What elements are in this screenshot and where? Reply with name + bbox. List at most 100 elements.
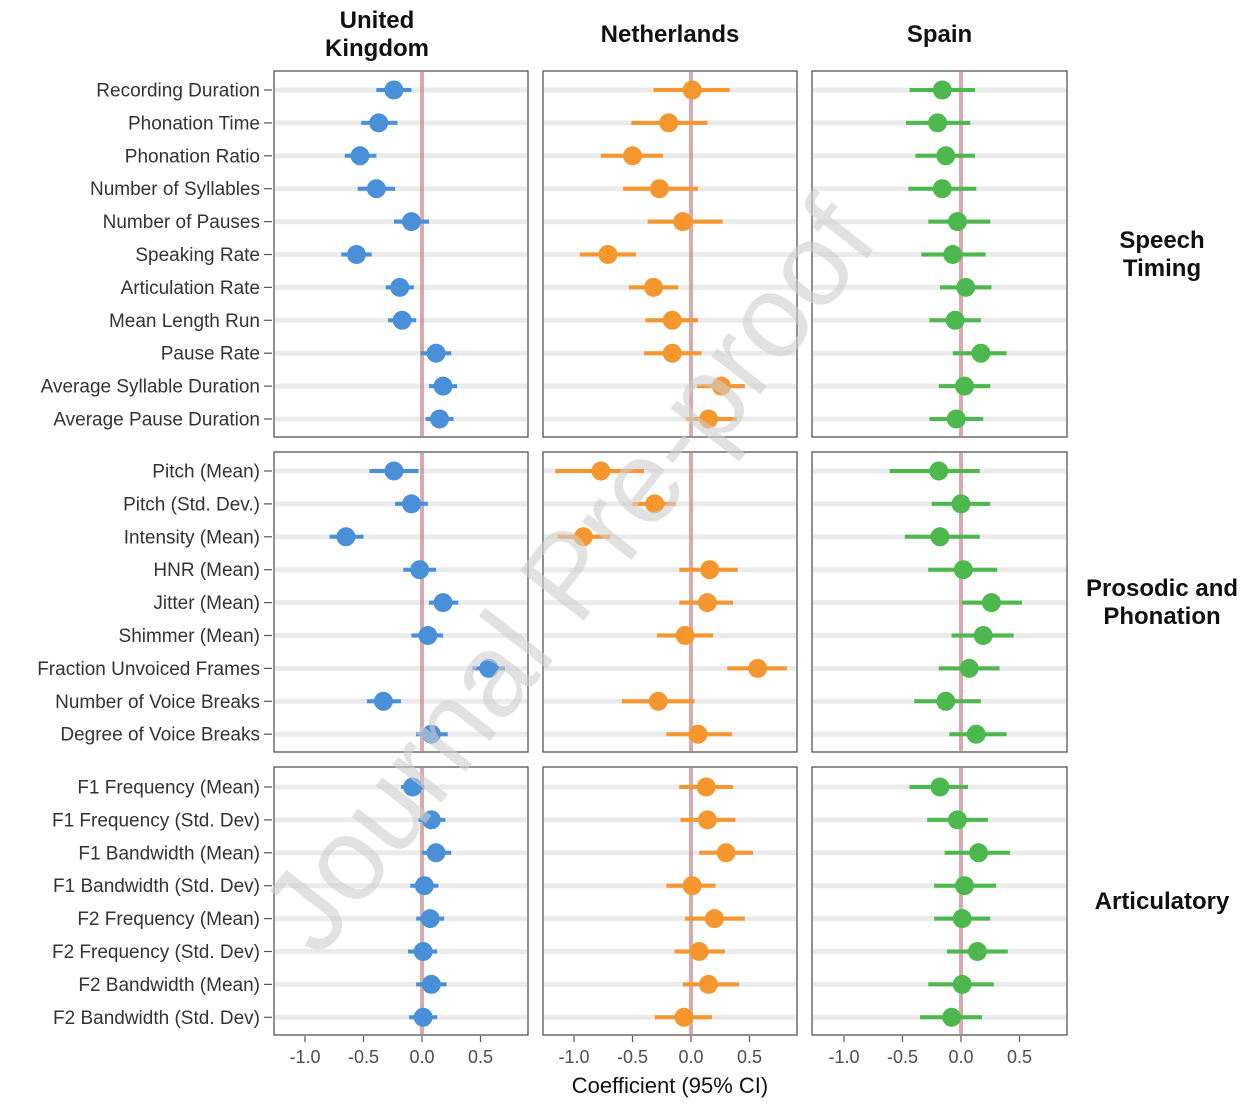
group-label: Prosodic and bbox=[1086, 575, 1238, 602]
estimate-point bbox=[384, 461, 404, 481]
x-tick-label: 0.5 bbox=[737, 1047, 762, 1067]
panel bbox=[273, 766, 529, 1036]
estimate-point bbox=[373, 691, 393, 711]
panel bbox=[542, 70, 798, 438]
estimate-point bbox=[401, 494, 421, 514]
estimate-point bbox=[688, 724, 708, 744]
estimate-point bbox=[930, 777, 950, 797]
row-label: F1 Bandwidth (Mean) bbox=[78, 843, 260, 864]
x-tick-label: -1.0 bbox=[828, 1047, 859, 1067]
estimate-point bbox=[369, 113, 389, 133]
row-label: F2 Frequency (Std. Dev) bbox=[52, 942, 260, 963]
estimate-point bbox=[704, 909, 724, 929]
group-label: Phonation bbox=[1103, 603, 1220, 630]
estimate-point bbox=[716, 843, 736, 863]
estimate-point bbox=[433, 376, 453, 396]
estimate-point bbox=[682, 876, 702, 896]
row-label: Average Syllable Duration bbox=[41, 377, 260, 398]
estimate-point bbox=[662, 310, 682, 330]
estimate-point bbox=[973, 626, 993, 645]
x-tick-label: 0.5 bbox=[1007, 1047, 1032, 1067]
panel bbox=[542, 766, 798, 1036]
estimate-point bbox=[981, 593, 1001, 613]
row-label: F2 Frequency (Mean) bbox=[77, 909, 260, 930]
row-label: Phonation Time bbox=[128, 113, 260, 134]
row-label: Degree of Voice Breaks bbox=[60, 725, 260, 746]
column-title: Spain bbox=[907, 21, 972, 48]
estimate-point bbox=[662, 343, 682, 363]
group-label: Articulatory bbox=[1095, 888, 1230, 915]
estimate-point bbox=[673, 212, 693, 232]
estimate-point bbox=[479, 658, 499, 678]
estimate-point bbox=[413, 1007, 433, 1027]
estimate-point bbox=[936, 146, 956, 166]
estimate-point bbox=[943, 245, 963, 264]
x-tick-label: -1.0 bbox=[289, 1047, 320, 1067]
estimate-point bbox=[711, 376, 731, 396]
estimate-point bbox=[682, 80, 702, 100]
estimate-point bbox=[936, 691, 956, 711]
row-label: HNR (Mean) bbox=[153, 560, 260, 581]
estimate-point bbox=[930, 527, 950, 547]
x-tick-label: -1.0 bbox=[558, 1047, 589, 1067]
group-label: Timing bbox=[1123, 255, 1201, 282]
estimate-point bbox=[689, 942, 709, 961]
row-label: Pitch (Mean) bbox=[152, 462, 260, 483]
estimate-point bbox=[697, 593, 717, 613]
row-label: Jitter (Mean) bbox=[153, 593, 260, 614]
row-label: Number of Voice Breaks bbox=[55, 692, 260, 713]
estimate-point bbox=[946, 409, 966, 429]
row-label: Average Pause Duration bbox=[53, 410, 260, 431]
panel bbox=[542, 451, 798, 753]
estimate-point bbox=[645, 494, 665, 514]
estimate-point bbox=[955, 376, 975, 396]
row-label: F1 Frequency (Mean) bbox=[77, 778, 260, 799]
estimate-point bbox=[932, 80, 952, 100]
estimate-point bbox=[659, 113, 679, 133]
row-label: Pitch (Std. Dev.) bbox=[123, 494, 260, 515]
estimate-point bbox=[748, 658, 768, 678]
panel-frame bbox=[273, 766, 529, 1036]
panel bbox=[273, 451, 529, 753]
row-label: Number of Pauses bbox=[103, 212, 260, 233]
estimate-point bbox=[346, 245, 366, 264]
estimate-point bbox=[573, 527, 593, 547]
row-label: Mean Length Run bbox=[109, 311, 260, 332]
estimate-point bbox=[430, 409, 450, 429]
estimate-point bbox=[421, 724, 441, 744]
row-label: Fraction Unvoiced Frames bbox=[37, 659, 260, 680]
row-label: Intensity (Mean) bbox=[124, 527, 260, 548]
group-label: Speech bbox=[1119, 227, 1204, 254]
row-label: F1 Frequency (Std. Dev) bbox=[52, 810, 260, 831]
estimate-point bbox=[414, 876, 434, 896]
estimate-point bbox=[929, 461, 949, 481]
panel bbox=[811, 766, 1068, 1036]
estimate-point bbox=[421, 974, 441, 994]
estimate-point bbox=[697, 810, 717, 830]
estimate-point bbox=[945, 310, 965, 330]
estimate-point bbox=[955, 876, 975, 896]
row-label: Number of Syllables bbox=[90, 179, 260, 200]
estimate-point bbox=[699, 974, 719, 994]
x-tick-label: -0.5 bbox=[887, 1047, 918, 1067]
row-label: Shimmer (Mean) bbox=[119, 626, 260, 647]
estimate-point bbox=[390, 277, 410, 297]
estimate-point bbox=[952, 909, 972, 929]
row-label: Articulation Rate bbox=[121, 278, 260, 299]
row-label: Phonation Ratio bbox=[125, 146, 260, 167]
estimate-point bbox=[598, 245, 618, 264]
estimate-point bbox=[426, 343, 446, 363]
column-title: Kingdom bbox=[325, 35, 429, 62]
panel bbox=[811, 70, 1068, 438]
row-label: F2 Bandwidth (Mean) bbox=[78, 975, 260, 996]
panel bbox=[811, 451, 1068, 753]
estimate-point bbox=[644, 277, 664, 297]
estimate-point bbox=[384, 80, 404, 100]
estimate-point bbox=[433, 593, 453, 613]
estimate-point bbox=[971, 343, 991, 363]
estimate-point bbox=[418, 626, 438, 645]
x-axis-title: Coefficient (95% CI) bbox=[572, 1073, 768, 1098]
estimate-point bbox=[413, 942, 433, 961]
